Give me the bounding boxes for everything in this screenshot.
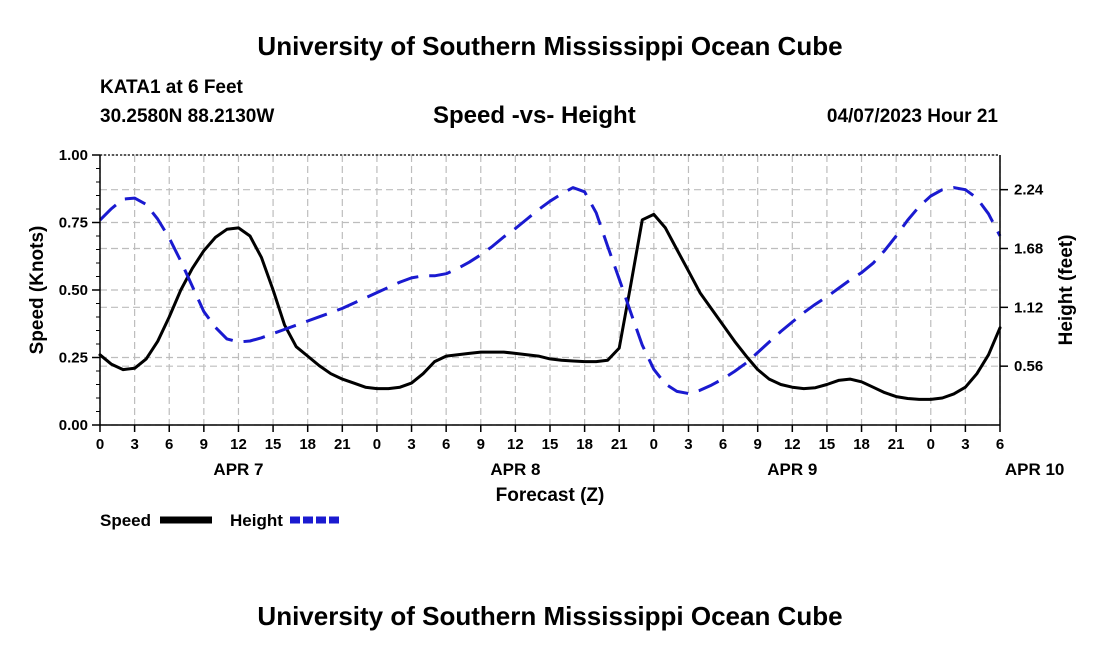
y2-axis-title: Height (feet)	[1056, 235, 1077, 346]
station-label: KATA1 at 6 Feet	[100, 77, 243, 98]
x-tick-label: 21	[611, 436, 628, 453]
x-tick-label: 21	[334, 436, 351, 453]
x-tick-label: 15	[819, 436, 836, 453]
x-tick-label: 3	[130, 436, 138, 453]
y2-tick-label: 1.68	[1014, 241, 1043, 258]
series-line-height	[98, 186, 1002, 395]
y-axis-title: Speed (Knots)	[27, 226, 48, 355]
y-tick-label: 1.00	[59, 147, 88, 164]
x-tick-label: 9	[754, 436, 762, 453]
y-tick-label: 0.25	[59, 350, 88, 367]
x-tick-label: 9	[477, 436, 485, 453]
station-coords: 30.2580N 88.2130W	[100, 106, 275, 127]
x-day-label: APR 9	[767, 460, 817, 479]
legend-label-height: Height	[230, 511, 283, 530]
x-tick-label: 0	[927, 436, 935, 453]
x-tick-label: 12	[784, 436, 801, 453]
x-tick-label: 6	[442, 436, 450, 453]
x-day-label: APR 7	[213, 460, 263, 479]
y-tick-label: 0.75	[59, 215, 88, 232]
x-tick-label: 18	[853, 436, 870, 453]
x-tick-label: 3	[961, 436, 969, 453]
y-tick-label: 0.50	[59, 282, 88, 299]
series-line-speed	[98, 212, 1002, 401]
y2-tick-label: 2.24	[1014, 182, 1044, 199]
x-tick-label: 0	[650, 436, 658, 453]
forecast-datetime: 04/07/2023 Hour 21	[826, 106, 998, 127]
x-tick-label: 6	[719, 436, 727, 453]
top-title: University of Southern Mississippi Ocean…	[257, 31, 843, 61]
x-tick-label: 18	[576, 436, 593, 453]
x-tick-label: 12	[230, 436, 247, 453]
legend-label-speed: Speed	[100, 511, 151, 530]
x-tick-label: 3	[684, 436, 692, 453]
x-tick-label: 15	[265, 436, 282, 453]
x-axis-title: Forecast (Z)	[496, 485, 605, 506]
bottom-title: University of Southern Mississippi Ocean…	[257, 601, 843, 631]
x-tick-label: 0	[96, 436, 104, 453]
x-tick-label: 0	[373, 436, 381, 453]
chart-subtitle: Speed -vs- Height	[433, 102, 636, 129]
x-tick-label: 15	[542, 436, 559, 453]
x-tick-label: 9	[200, 436, 208, 453]
x-day-label: APR 8	[490, 460, 540, 479]
x-tick-label: 21	[888, 436, 905, 453]
x-tick-label: 3	[407, 436, 415, 453]
y2-tick-label: 1.12	[1014, 299, 1043, 316]
x-tick-label: 6	[165, 436, 173, 453]
y2-tick-label: 0.56	[1014, 358, 1043, 375]
x-tick-label: 18	[299, 436, 316, 453]
y-tick-label: 0.00	[59, 417, 88, 434]
x-tick-label: 6	[996, 436, 1004, 453]
x-day-label: APR 10	[1005, 460, 1065, 479]
x-tick-label: 12	[507, 436, 524, 453]
